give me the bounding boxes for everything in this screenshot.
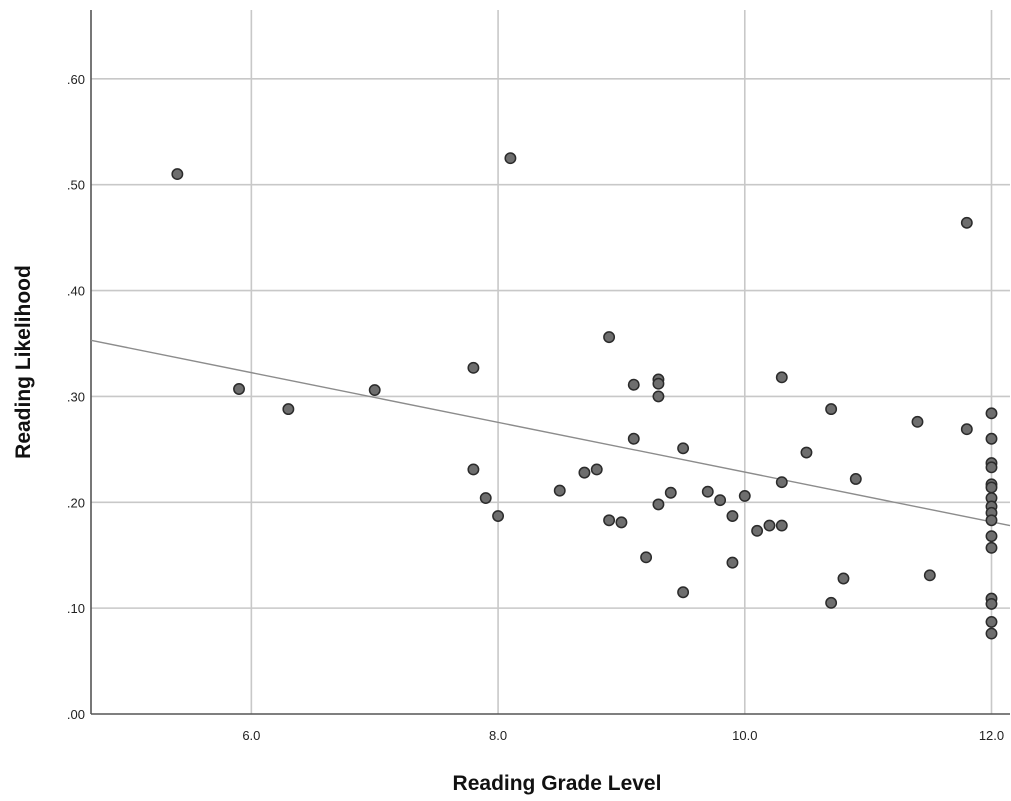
data-point: [664, 486, 677, 499]
x-axis-title: Reading Grade Level: [453, 772, 662, 795]
fit-line-group: [90, 339, 1011, 527]
data-point: [775, 519, 788, 532]
data-point: [800, 446, 813, 459]
data-point: [677, 586, 690, 599]
data-point: [282, 403, 295, 416]
data-point: [603, 514, 616, 527]
data-point: [911, 415, 924, 428]
data-point: [492, 510, 505, 522]
tick-labels: .00 .10 .20 .30 .40 .50 .60 6.0 8.0 10.0 12.0: [67, 72, 1004, 743]
data-point: [960, 423, 973, 436]
y-tick-label: .50: [67, 178, 85, 193]
data-point: [849, 473, 862, 485]
data-point: [825, 596, 838, 609]
y-tick-label: .00: [67, 707, 85, 722]
data-point: [652, 498, 665, 511]
data-point: [615, 516, 628, 529]
data-point: [603, 331, 616, 344]
data-point: [627, 378, 640, 391]
data-point: [985, 407, 998, 420]
data-point: [775, 371, 788, 384]
data-point: [553, 484, 566, 497]
data-points: [171, 152, 998, 640]
data-point: [714, 494, 727, 507]
x-tick-label: 12.0: [979, 728, 1004, 743]
data-point: [985, 514, 998, 527]
data-point: [985, 432, 998, 445]
x-tick-label: 8.0: [489, 728, 507, 743]
data-point: [701, 485, 714, 498]
data-point: [590, 463, 603, 476]
data-point: [233, 383, 245, 395]
y-tick-label: .60: [67, 72, 85, 87]
y-tick-label: .30: [67, 389, 85, 404]
data-point: [985, 481, 998, 494]
data-point: [985, 461, 998, 474]
data-point: [985, 541, 998, 554]
data-point: [640, 551, 653, 564]
data-point: [738, 489, 751, 502]
data-point: [467, 463, 480, 476]
fit-line: [90, 339, 1011, 527]
y-tick-label: .20: [67, 495, 85, 510]
data-point: [726, 556, 739, 569]
grid-lines: [91, 10, 1010, 714]
data-point: [985, 530, 998, 543]
data-point: [985, 627, 998, 640]
data-point: [652, 390, 665, 403]
data-point: [479, 492, 492, 504]
data-point: [960, 216, 973, 229]
data-point: [837, 572, 850, 585]
data-point: [627, 432, 640, 445]
data-point: [763, 519, 776, 532]
data-point: [652, 377, 665, 390]
data-point: [467, 361, 480, 374]
data-point: [825, 403, 838, 416]
data-point: [578, 466, 591, 479]
data-point: [775, 476, 788, 489]
data-point: [985, 597, 998, 610]
axes: [90, 10, 1010, 715]
data-point: [368, 384, 381, 397]
y-tick-label: .10: [67, 601, 85, 616]
data-point: [504, 152, 517, 165]
data-point: [677, 442, 690, 455]
data-point: [726, 510, 739, 522]
x-tick-label: 6.0: [242, 728, 260, 743]
data-point: [171, 168, 184, 181]
y-tick-label: .40: [67, 284, 85, 299]
y-axis-title: Reading Likelihood: [12, 265, 35, 459]
data-point: [923, 569, 936, 582]
data-point: [751, 524, 764, 537]
data-point: [985, 615, 998, 628]
x-tick-label: 10.0: [732, 728, 757, 743]
